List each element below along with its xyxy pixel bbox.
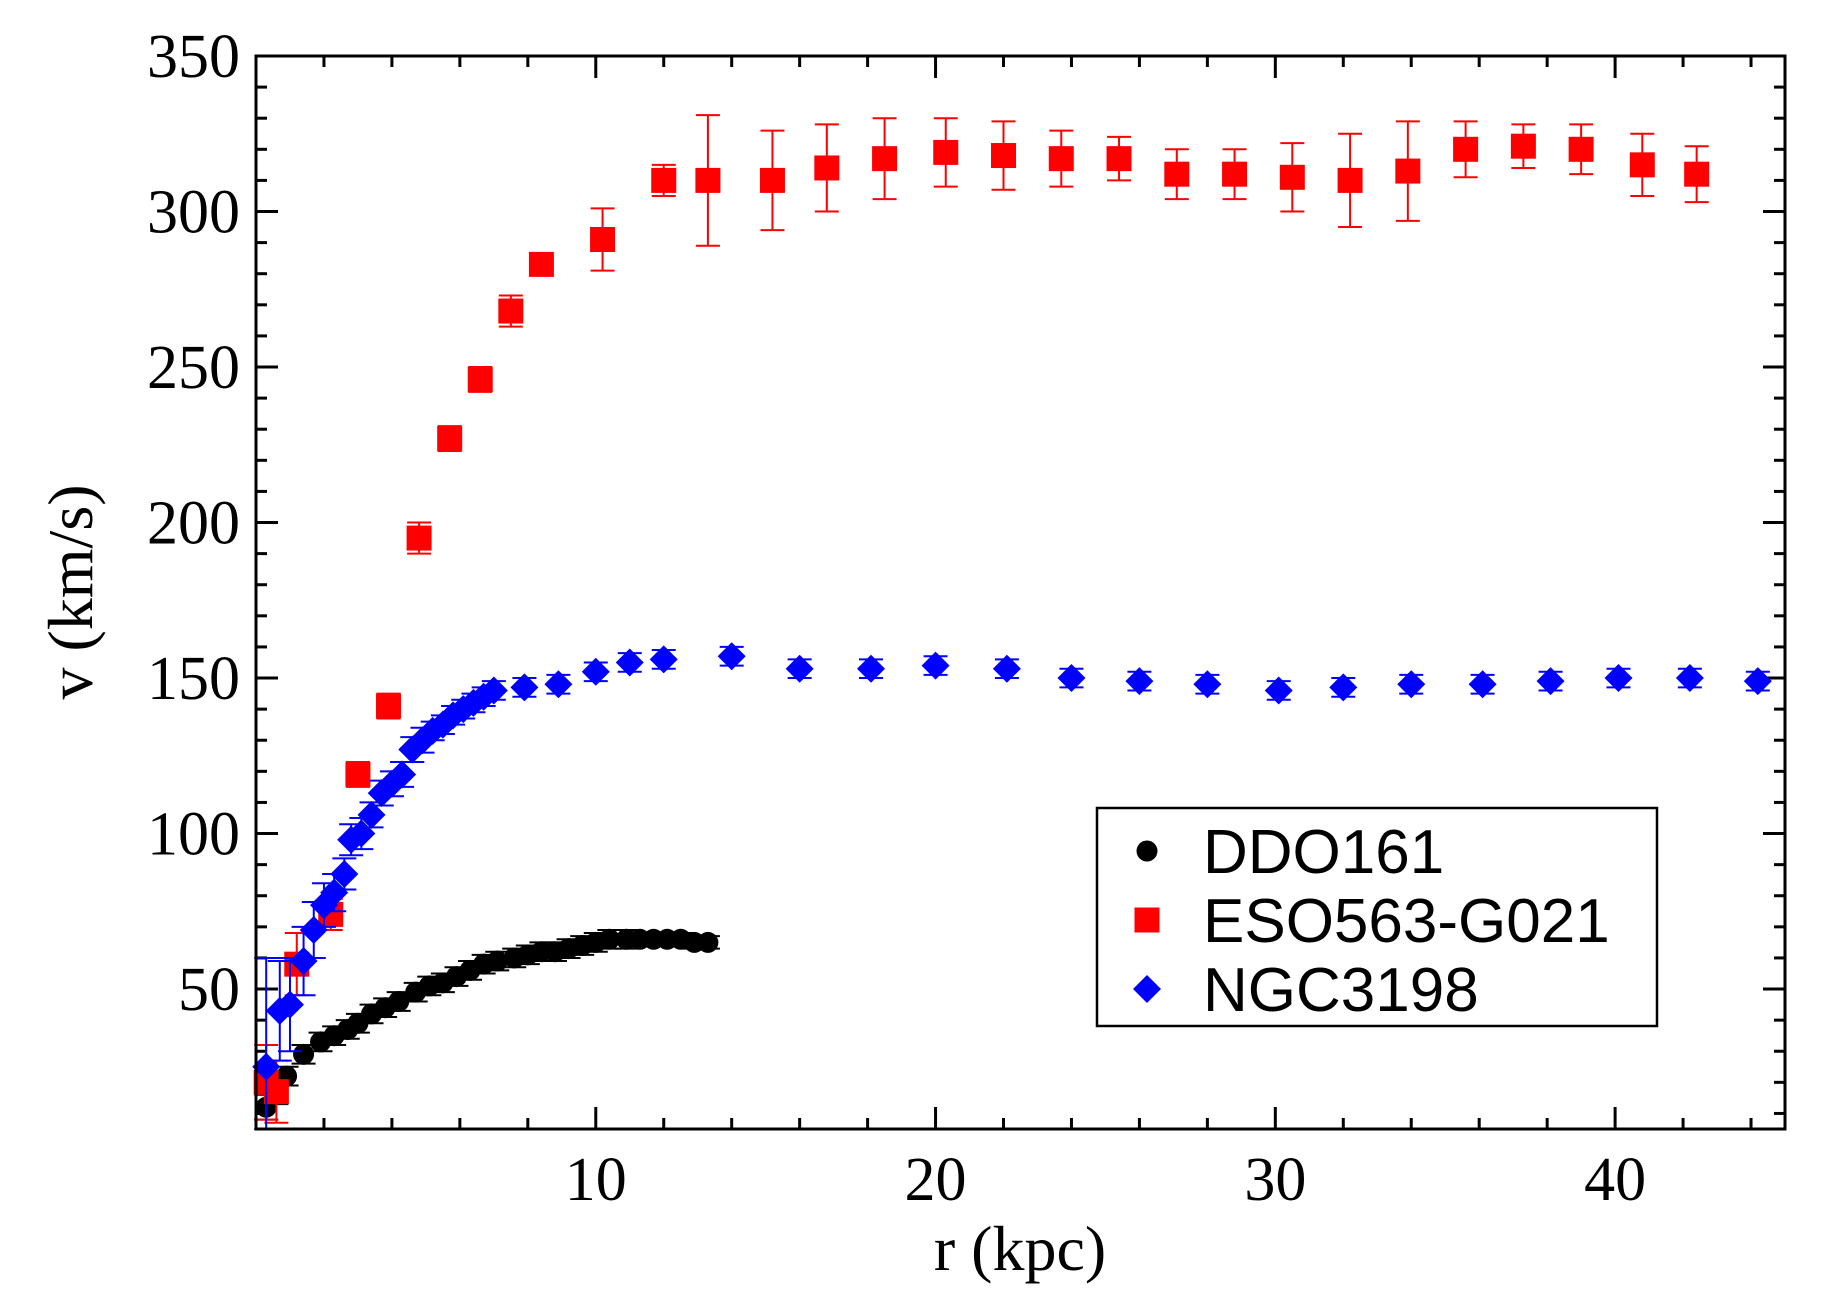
data-point [376, 693, 402, 719]
data-point [289, 947, 318, 976]
data-point [388, 760, 417, 789]
plot-frame [254, 54, 1787, 1131]
data-point [814, 155, 840, 181]
data-point [1604, 664, 1633, 693]
series-ngc3198 [252, 642, 1772, 1130]
data-point [357, 800, 386, 829]
data-point [921, 651, 950, 680]
y-axis-title: v (km/s) [35, 484, 106, 699]
legend-marker-ngc3198 [1133, 975, 1161, 1003]
data-point [320, 878, 349, 907]
plot-data [252, 114, 1772, 1130]
data-point [590, 226, 616, 252]
x-tick-label: 30 [1244, 1146, 1306, 1214]
data-point [544, 670, 573, 699]
data-point [1510, 133, 1536, 159]
data-point [330, 859, 359, 888]
x-tick-label: 10 [565, 1146, 627, 1214]
y-tick-label: 250 [147, 334, 240, 402]
data-point [528, 251, 554, 277]
data-point [1468, 670, 1497, 699]
data-point [785, 654, 814, 683]
data-point [651, 167, 677, 193]
legend: DDO161 ESO563-G021 NGC3198 [1095, 806, 1659, 1028]
data-point [1675, 664, 1704, 693]
tick-labels: 10 20 30 40 50 100 150 200 250 300 350 [147, 23, 1646, 1214]
data-point [1684, 161, 1710, 187]
y-tick-label: 200 [147, 490, 240, 558]
legend-label-ngc3198: NGC3198 [1203, 956, 1479, 1025]
data-point [933, 139, 959, 165]
data-point [437, 426, 463, 452]
data-point [275, 990, 304, 1019]
data-point [598, 928, 620, 950]
data-point [1453, 136, 1479, 162]
data-point [1279, 164, 1305, 190]
data-point [695, 167, 721, 193]
data-point [345, 761, 371, 787]
data-point [479, 676, 508, 705]
data-point [1125, 667, 1154, 696]
y-tick-label: 150 [147, 645, 240, 713]
series-eso563-g021 [253, 114, 1710, 1124]
data-point [510, 673, 539, 702]
data-point [615, 648, 644, 677]
data-point [1106, 146, 1132, 172]
data-point [1743, 667, 1772, 696]
data-point [1222, 161, 1248, 187]
axis-ticks [256, 54, 1785, 1129]
data-point [856, 654, 885, 683]
data-point [467, 366, 493, 392]
legend-marker-eso563-g021 [1134, 907, 1160, 933]
x-tick-label: 20 [905, 1146, 967, 1214]
data-point [1048, 146, 1074, 172]
legend-marker-ddo161 [1136, 840, 1158, 862]
legend-box [1095, 806, 1659, 1028]
data-point [1536, 667, 1565, 696]
data-point [992, 654, 1021, 683]
data-point [649, 645, 678, 674]
data-point [293, 1043, 315, 1065]
data-point [498, 298, 524, 324]
data-point [388, 990, 410, 1012]
data-point [1395, 158, 1421, 184]
legend-label-ddo161: DDO161 [1203, 818, 1444, 887]
data-point [581, 657, 610, 686]
y-tick-label: 300 [147, 179, 240, 247]
data-point [1193, 670, 1222, 699]
data-point [759, 167, 785, 193]
y-tick-label: 50 [178, 956, 240, 1024]
data-point [1264, 676, 1293, 705]
data-point [406, 525, 432, 551]
data-point [1164, 161, 1190, 187]
data-point [1397, 670, 1426, 699]
data-point [1329, 673, 1358, 702]
data-point [1057, 664, 1086, 693]
y-tick-label: 100 [147, 801, 240, 869]
legend-markers [1133, 840, 1161, 1003]
x-axis-title: r (kpc) [934, 1213, 1106, 1284]
data-point [717, 642, 746, 671]
data-point [1337, 167, 1363, 193]
data-point [1629, 152, 1655, 178]
data-point [991, 143, 1017, 169]
data-point [299, 915, 328, 944]
x-tick-label: 40 [1584, 1146, 1646, 1214]
legend-label-eso563-g021: ESO563-G021 [1203, 887, 1610, 956]
data-point [872, 146, 898, 172]
data-point [263, 1079, 289, 1105]
y-tick-label: 350 [147, 23, 240, 91]
data-point [1568, 136, 1594, 162]
data-point [697, 931, 719, 953]
